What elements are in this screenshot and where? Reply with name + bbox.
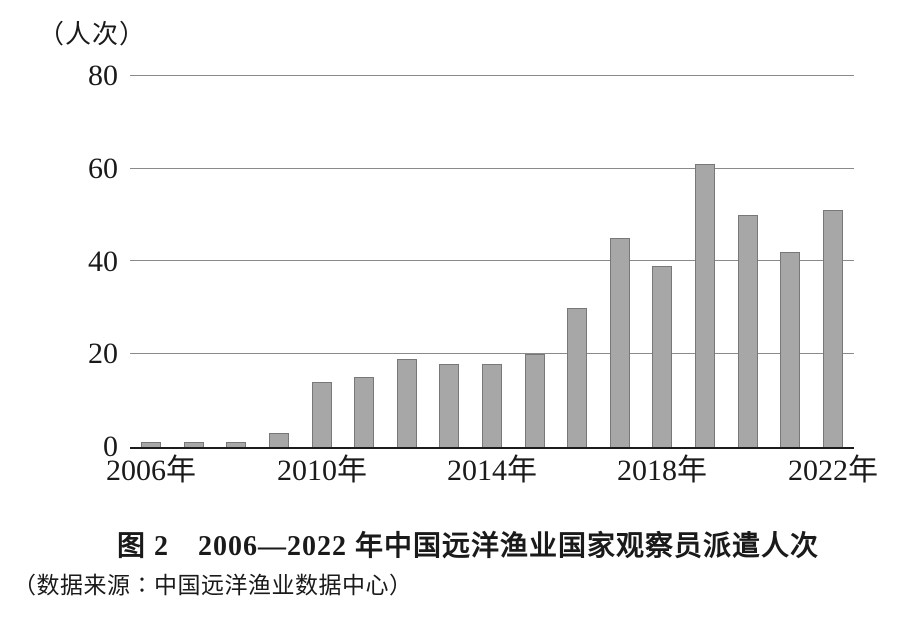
- bar-2018: [652, 266, 673, 447]
- bar-2007: [183, 442, 204, 447]
- bar-2021: [780, 252, 801, 447]
- bar-slot-2019: [684, 76, 727, 447]
- bar-slot-2022: [812, 76, 855, 447]
- chart-title: 图 2 2006—2022 年中国远洋渔业国家观察员派遣人次: [116, 531, 819, 562]
- gridline-40: [130, 260, 854, 261]
- bar-series: [130, 76, 854, 447]
- x-tick-label-2006: 2006年: [106, 454, 196, 487]
- data-source-note: （数据来源∶中国远洋渔业数据中心）: [13, 573, 413, 598]
- bar-slot-2010: [300, 76, 343, 447]
- bar-slot-2009: [258, 76, 301, 447]
- bar-2016: [567, 308, 588, 447]
- y-axis-unit-label: （人次）: [38, 20, 147, 49]
- bar-2017: [609, 238, 630, 447]
- bar-slot-2015: [513, 76, 556, 447]
- y-tick-label-60: 60: [88, 152, 118, 185]
- y-tick-label-0: 0: [103, 430, 118, 463]
- bar-slot-2007: [173, 76, 216, 447]
- bar-2019: [695, 164, 716, 447]
- bar-2009: [269, 433, 290, 447]
- bar-2013: [439, 364, 460, 447]
- x-tick-label-2022: 2022年: [788, 454, 878, 487]
- bar-slot-2017: [599, 76, 642, 447]
- bar-slot-2013: [428, 76, 471, 447]
- bar-slot-2020: [726, 76, 769, 447]
- bar-2014: [482, 364, 503, 447]
- bar-2011: [354, 377, 375, 447]
- bar-2012: [396, 359, 417, 447]
- bar-2008: [226, 442, 247, 447]
- bar-slot-2006: [130, 76, 173, 447]
- bar-slot-2012: [386, 76, 429, 447]
- bar-slot-2021: [769, 76, 812, 447]
- bar-2020: [737, 215, 758, 447]
- y-tick-label-80: 80: [88, 59, 118, 92]
- gridline-60: [130, 168, 854, 169]
- bar-chart-plot-area: [130, 75, 854, 449]
- bar-slot-2011: [343, 76, 386, 447]
- bar-slot-2016: [556, 76, 599, 447]
- bar-2022: [822, 210, 843, 447]
- x-tick-label-2010: 2010年: [277, 454, 367, 487]
- bar-2015: [524, 354, 545, 447]
- gridline-20: [130, 353, 854, 354]
- y-tick-label-20: 20: [88, 337, 118, 370]
- bar-2006: [141, 442, 162, 447]
- bar-slot-2008: [215, 76, 258, 447]
- x-tick-label-2014: 2014年: [447, 454, 537, 487]
- bar-slot-2018: [641, 76, 684, 447]
- bar-slot-2014: [471, 76, 514, 447]
- y-tick-label-40: 40: [88, 245, 118, 278]
- bar-2010: [311, 382, 332, 447]
- gridline-80: [130, 75, 854, 76]
- x-tick-label-2018: 2018年: [617, 454, 707, 487]
